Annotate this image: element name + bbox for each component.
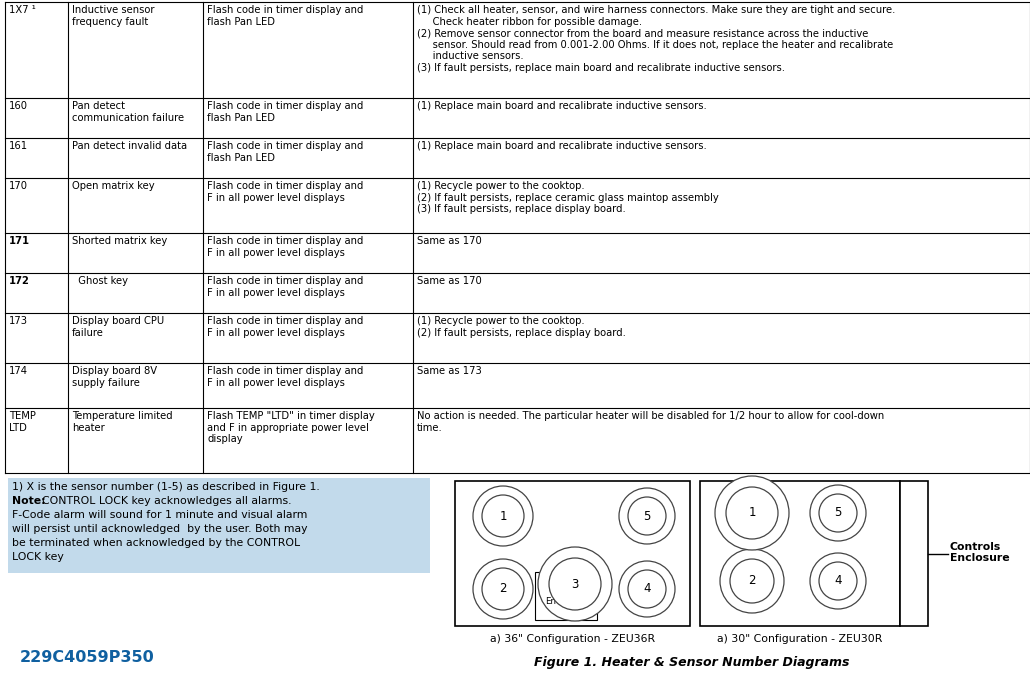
Circle shape xyxy=(482,568,524,610)
Text: 4: 4 xyxy=(834,574,842,588)
Circle shape xyxy=(720,549,784,613)
Circle shape xyxy=(619,561,675,617)
Circle shape xyxy=(473,486,533,546)
Text: 170: 170 xyxy=(9,181,28,191)
Text: 5: 5 xyxy=(834,506,842,519)
Text: Display board 8V
supply failure: Display board 8V supply failure xyxy=(72,366,158,388)
Text: Flash code in timer display and
F in all power level displays: Flash code in timer display and F in all… xyxy=(207,181,364,203)
Text: Flash code in timer display and
flash Pan LED: Flash code in timer display and flash Pa… xyxy=(207,101,364,123)
Text: 173: 173 xyxy=(9,316,28,326)
Text: be terminated when acknowledged by the CONTROL: be terminated when acknowledged by the C… xyxy=(12,538,300,548)
Text: Flash TEMP "LTD" in timer display
and F in appropriate power level
display: Flash TEMP "LTD" in timer display and F … xyxy=(207,411,375,444)
Text: 4: 4 xyxy=(644,582,651,595)
Text: Inductive sensor
frequency fault: Inductive sensor frequency fault xyxy=(72,5,154,26)
Text: Same as 173: Same as 173 xyxy=(417,366,482,376)
Text: Controls
Enclosure: Controls Enclosure xyxy=(950,542,1009,563)
Circle shape xyxy=(628,497,666,535)
Text: F-Code alarm will sound for 1 minute and visual alarm: F-Code alarm will sound for 1 minute and… xyxy=(12,510,307,520)
Text: TEMP
LTD: TEMP LTD xyxy=(9,411,36,433)
Circle shape xyxy=(482,495,524,537)
Text: No action is needed. The particular heater will be disabled for 1/2 hour to allo: No action is needed. The particular heat… xyxy=(417,411,884,433)
Text: 1) X is the sensor number (1-5) as described in Figure 1.: 1) X is the sensor number (1-5) as descr… xyxy=(12,482,319,492)
Text: Pan detect invalid data: Pan detect invalid data xyxy=(72,141,187,151)
FancyBboxPatch shape xyxy=(8,478,430,573)
Circle shape xyxy=(810,553,866,609)
Text: 5: 5 xyxy=(644,509,651,523)
Text: Flash code in timer display and
flash Pan LED: Flash code in timer display and flash Pa… xyxy=(207,141,364,163)
Text: Controls
Enclosure: Controls Enclosure xyxy=(545,586,587,605)
Text: CONTROL LOCK key acknowledges all alarms.: CONTROL LOCK key acknowledges all alarms… xyxy=(42,496,291,506)
Text: Shorted matrix key: Shorted matrix key xyxy=(72,236,167,246)
Text: a) 36" Configuration - ZEU36R: a) 36" Configuration - ZEU36R xyxy=(490,634,655,644)
Circle shape xyxy=(819,494,857,532)
Text: Flash code in timer display and
F in all power level displays: Flash code in timer display and F in all… xyxy=(207,236,364,258)
Text: 1X7 ¹: 1X7 ¹ xyxy=(9,5,36,15)
Text: 161: 161 xyxy=(9,141,28,151)
Text: (1) Replace main board and recalibrate inductive sensors.: (1) Replace main board and recalibrate i… xyxy=(417,101,707,111)
Circle shape xyxy=(628,570,666,608)
Text: Flash code in timer display and
F in all power level displays: Flash code in timer display and F in all… xyxy=(207,276,364,298)
Circle shape xyxy=(810,485,866,541)
Circle shape xyxy=(473,559,533,619)
Text: 160: 160 xyxy=(9,101,28,111)
Text: 2: 2 xyxy=(748,574,756,588)
Text: 172: 172 xyxy=(9,276,30,286)
Text: 1: 1 xyxy=(500,509,507,523)
Text: Same as 170: Same as 170 xyxy=(417,276,482,286)
Text: Ghost key: Ghost key xyxy=(72,276,128,286)
Text: Open matrix key: Open matrix key xyxy=(72,181,154,191)
Circle shape xyxy=(715,476,789,550)
Bar xyxy=(535,572,597,620)
Bar xyxy=(900,481,928,626)
Text: (1) Recycle power to the cooktop.
(2) If fault persists, replace ceramic glass m: (1) Recycle power to the cooktop. (2) If… xyxy=(417,181,719,214)
Text: (1) Recycle power to the cooktop.
(2) If fault persists, replace display board.: (1) Recycle power to the cooktop. (2) If… xyxy=(417,316,626,338)
Text: (1) Check all heater, sensor, and wire harness connectors. Make sure they are ti: (1) Check all heater, sensor, and wire h… xyxy=(417,5,895,73)
Bar xyxy=(455,481,690,626)
Circle shape xyxy=(538,547,612,621)
Text: 1: 1 xyxy=(748,506,756,519)
Text: 171: 171 xyxy=(9,236,30,246)
Text: 3: 3 xyxy=(572,578,579,591)
Text: 174: 174 xyxy=(9,366,28,376)
Text: Flash code in timer display and
flash Pan LED: Flash code in timer display and flash Pa… xyxy=(207,5,364,26)
Text: LOCK key: LOCK key xyxy=(12,552,64,562)
Text: will persist until acknowledged  by the user. Both may: will persist until acknowledged by the u… xyxy=(12,524,308,534)
Bar xyxy=(700,481,900,626)
Text: 2: 2 xyxy=(500,582,507,595)
Text: Flash code in timer display and
F in all power level displays: Flash code in timer display and F in all… xyxy=(207,316,364,338)
Circle shape xyxy=(730,559,774,603)
Text: Same as 170: Same as 170 xyxy=(417,236,482,246)
Circle shape xyxy=(819,562,857,600)
Text: 229C4059P350: 229C4059P350 xyxy=(20,650,154,665)
Circle shape xyxy=(619,488,675,544)
Circle shape xyxy=(726,487,778,539)
Text: Note:: Note: xyxy=(12,496,45,506)
Text: a) 30" Configuration - ZEU30R: a) 30" Configuration - ZEU30R xyxy=(717,634,883,644)
Text: Flash code in timer display and
F in all power level displays: Flash code in timer display and F in all… xyxy=(207,366,364,388)
Circle shape xyxy=(549,558,600,610)
Text: (1) Replace main board and recalibrate inductive sensors.: (1) Replace main board and recalibrate i… xyxy=(417,141,707,151)
Text: Temperature limited
heater: Temperature limited heater xyxy=(72,411,173,433)
Text: Figure 1. Heater & Sensor Number Diagrams: Figure 1. Heater & Sensor Number Diagram… xyxy=(534,656,850,669)
Text: Pan detect
communication failure: Pan detect communication failure xyxy=(72,101,184,123)
Text: Display board CPU
failure: Display board CPU failure xyxy=(72,316,164,338)
